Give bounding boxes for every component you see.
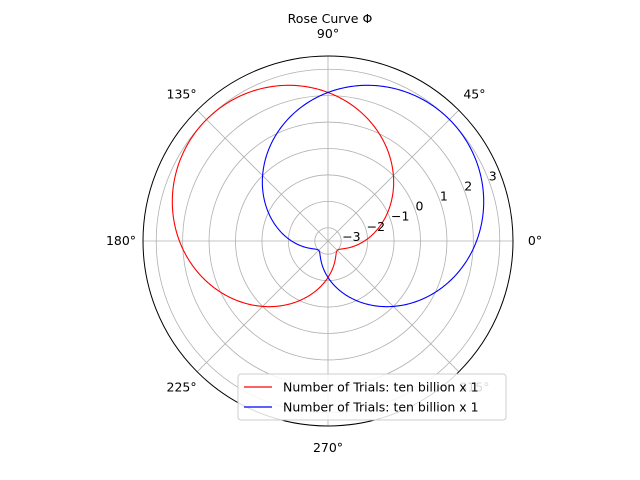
angle-tick-label: 225° [167, 379, 197, 394]
radial-tick-label: 0 [416, 199, 424, 214]
angle-tick-label: 180° [106, 233, 136, 248]
radial-tick-label: 2 [464, 178, 472, 193]
angle-tick-label: 45° [463, 87, 485, 102]
series-line-2 [261, 84, 485, 308]
legend-label-1: Number of Trials: ten billion x 1 [283, 380, 479, 395]
angle-tick-label: 270° [313, 440, 343, 455]
radial-tick-label: 3 [489, 168, 497, 183]
legend-label-2: Number of Trials: ten billion x 1 [283, 400, 479, 415]
radial-tick-label: 1 [440, 189, 448, 204]
series-layer [171, 84, 485, 308]
chart-title: Rose Curve Φ [288, 11, 373, 26]
series-line-1 [171, 84, 395, 308]
angle-tick-label: 0° [528, 233, 542, 248]
radial-tick-label: −3 [342, 229, 360, 244]
polar-frame [142, 55, 514, 427]
radial-tick-label: −1 [391, 209, 409, 224]
radial-tick-label: −2 [367, 219, 385, 234]
legend: Number of Trials: ten billion x 1 Number … [237, 373, 507, 421]
angle-tick-label: 135° [167, 87, 197, 102]
polar-grid [142, 55, 514, 427]
angle-tick-label: 90° [317, 26, 339, 41]
legend-box [237, 373, 507, 421]
